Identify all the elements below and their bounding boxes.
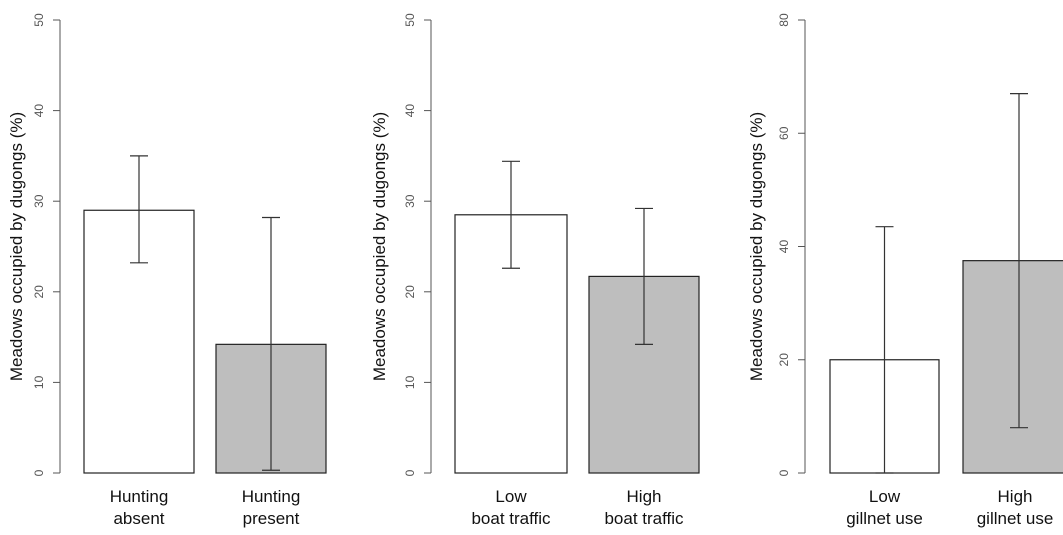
chart-panel-2: 0 10 20 30 40 50 Meadows occupied by dugongs (… bbox=[370, 13, 700, 528]
category-label: present bbox=[243, 509, 300, 528]
y-tick-label: 80 bbox=[777, 13, 791, 27]
category-label: Hunting bbox=[242, 487, 301, 506]
y-tick-label: 50 bbox=[32, 13, 46, 27]
category-label: High bbox=[998, 487, 1033, 506]
y-tick-label: 30 bbox=[403, 194, 417, 208]
bar-2 bbox=[962, 260, 1063, 474]
y-tick-label: 20 bbox=[403, 285, 417, 299]
y-axis-title: Meadows occupied by dugongs (%) bbox=[7, 112, 26, 381]
y-tick-label: 50 bbox=[403, 13, 417, 27]
chart-panel-3: 0 20 40 60 80 Meadows occupied by dugongs (%)… bbox=[747, 13, 1063, 528]
y-axis-title: Meadows occupied by dugongs (%) bbox=[370, 112, 389, 381]
y-tick-label: 10 bbox=[32, 375, 46, 389]
y-tick-label: 30 bbox=[32, 194, 46, 208]
category-label: gillnet use bbox=[846, 509, 923, 528]
category-label: Hunting bbox=[110, 487, 169, 506]
y-tick-label: 0 bbox=[403, 469, 417, 476]
category-label: boat traffic bbox=[471, 509, 551, 528]
category-label: High bbox=[627, 487, 662, 506]
category-label: Low bbox=[495, 487, 527, 506]
y-axis-title: Meadows occupied by dugongs (%) bbox=[747, 112, 766, 381]
y-tick-label: 0 bbox=[32, 469, 46, 476]
y-tick-label: 10 bbox=[403, 375, 417, 389]
y-tick-label: 20 bbox=[777, 353, 791, 367]
y-tick-label: 0 bbox=[777, 469, 791, 476]
chart-panel-1: 0 10 20 30 40 50 Meadows occupied by dugongs (… bbox=[7, 13, 327, 528]
category-label: boat traffic bbox=[604, 509, 684, 528]
category-label: absent bbox=[113, 509, 164, 528]
category-label: gillnet use bbox=[977, 509, 1054, 528]
y-tick-label: 40 bbox=[403, 104, 417, 118]
y-tick-label: 60 bbox=[777, 126, 791, 140]
y-tick-label: 40 bbox=[777, 240, 791, 254]
y-tick-label: 40 bbox=[32, 104, 46, 118]
y-tick-label: 20 bbox=[32, 285, 46, 299]
category-label: Low bbox=[869, 487, 901, 506]
